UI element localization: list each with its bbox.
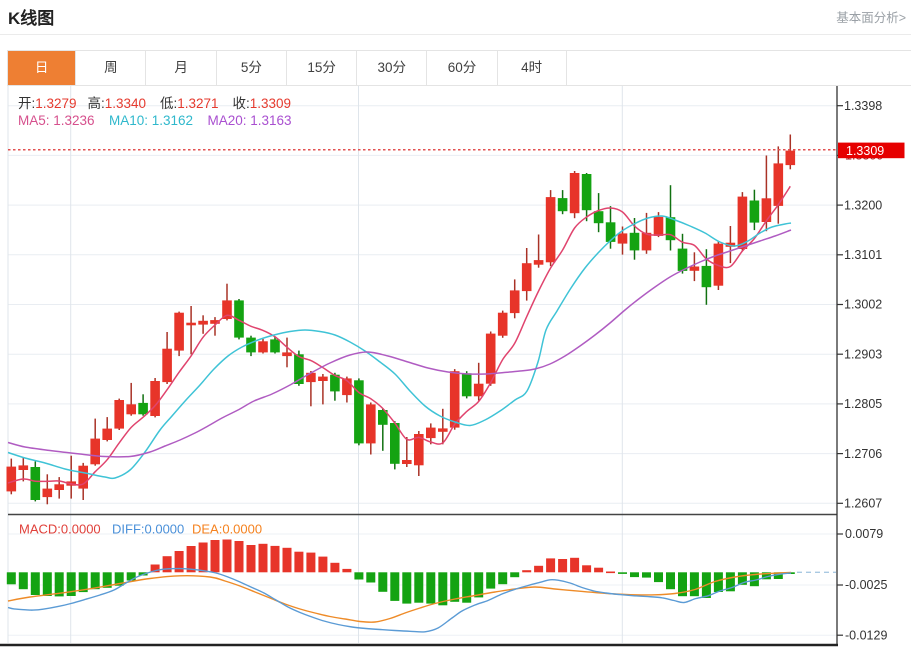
svg-text:-0.0025: -0.0025 [845, 578, 887, 592]
svg-text:MA10: 1.3162: MA10: 1.3162 [109, 113, 193, 128]
svg-text:MACD:0.0000: MACD:0.0000 [19, 522, 101, 537]
svg-text:1.2805: 1.2805 [844, 397, 882, 411]
svg-text:MA20: 1.3163: MA20: 1.3163 [208, 113, 292, 128]
svg-text:MA5: 1.3236: MA5: 1.3236 [18, 113, 95, 128]
svg-text:0.0079: 0.0079 [845, 527, 883, 541]
svg-text:开:1.3279: 开:1.3279 [18, 96, 77, 111]
svg-text:1.3101: 1.3101 [844, 248, 882, 262]
svg-text:收:1.3309: 收:1.3309 [233, 96, 292, 111]
svg-text:DIFF:0.0000: DIFF:0.0000 [112, 522, 184, 537]
svg-text:1.2903: 1.2903 [844, 347, 882, 361]
svg-text:-0.0129: -0.0129 [845, 628, 887, 642]
svg-text:1.3309: 1.3309 [846, 144, 884, 158]
svg-text:DEA:0.0000: DEA:0.0000 [192, 522, 262, 537]
svg-text:低:1.3271: 低:1.3271 [160, 96, 219, 111]
svg-text:高:1.3340: 高:1.3340 [88, 95, 147, 111]
svg-text:1.2607: 1.2607 [844, 497, 882, 511]
svg-text:1.3002: 1.3002 [844, 298, 882, 312]
svg-text:1.3398: 1.3398 [844, 99, 882, 113]
svg-text:1.2706: 1.2706 [844, 447, 882, 461]
svg-text:1.3200: 1.3200 [844, 198, 882, 212]
